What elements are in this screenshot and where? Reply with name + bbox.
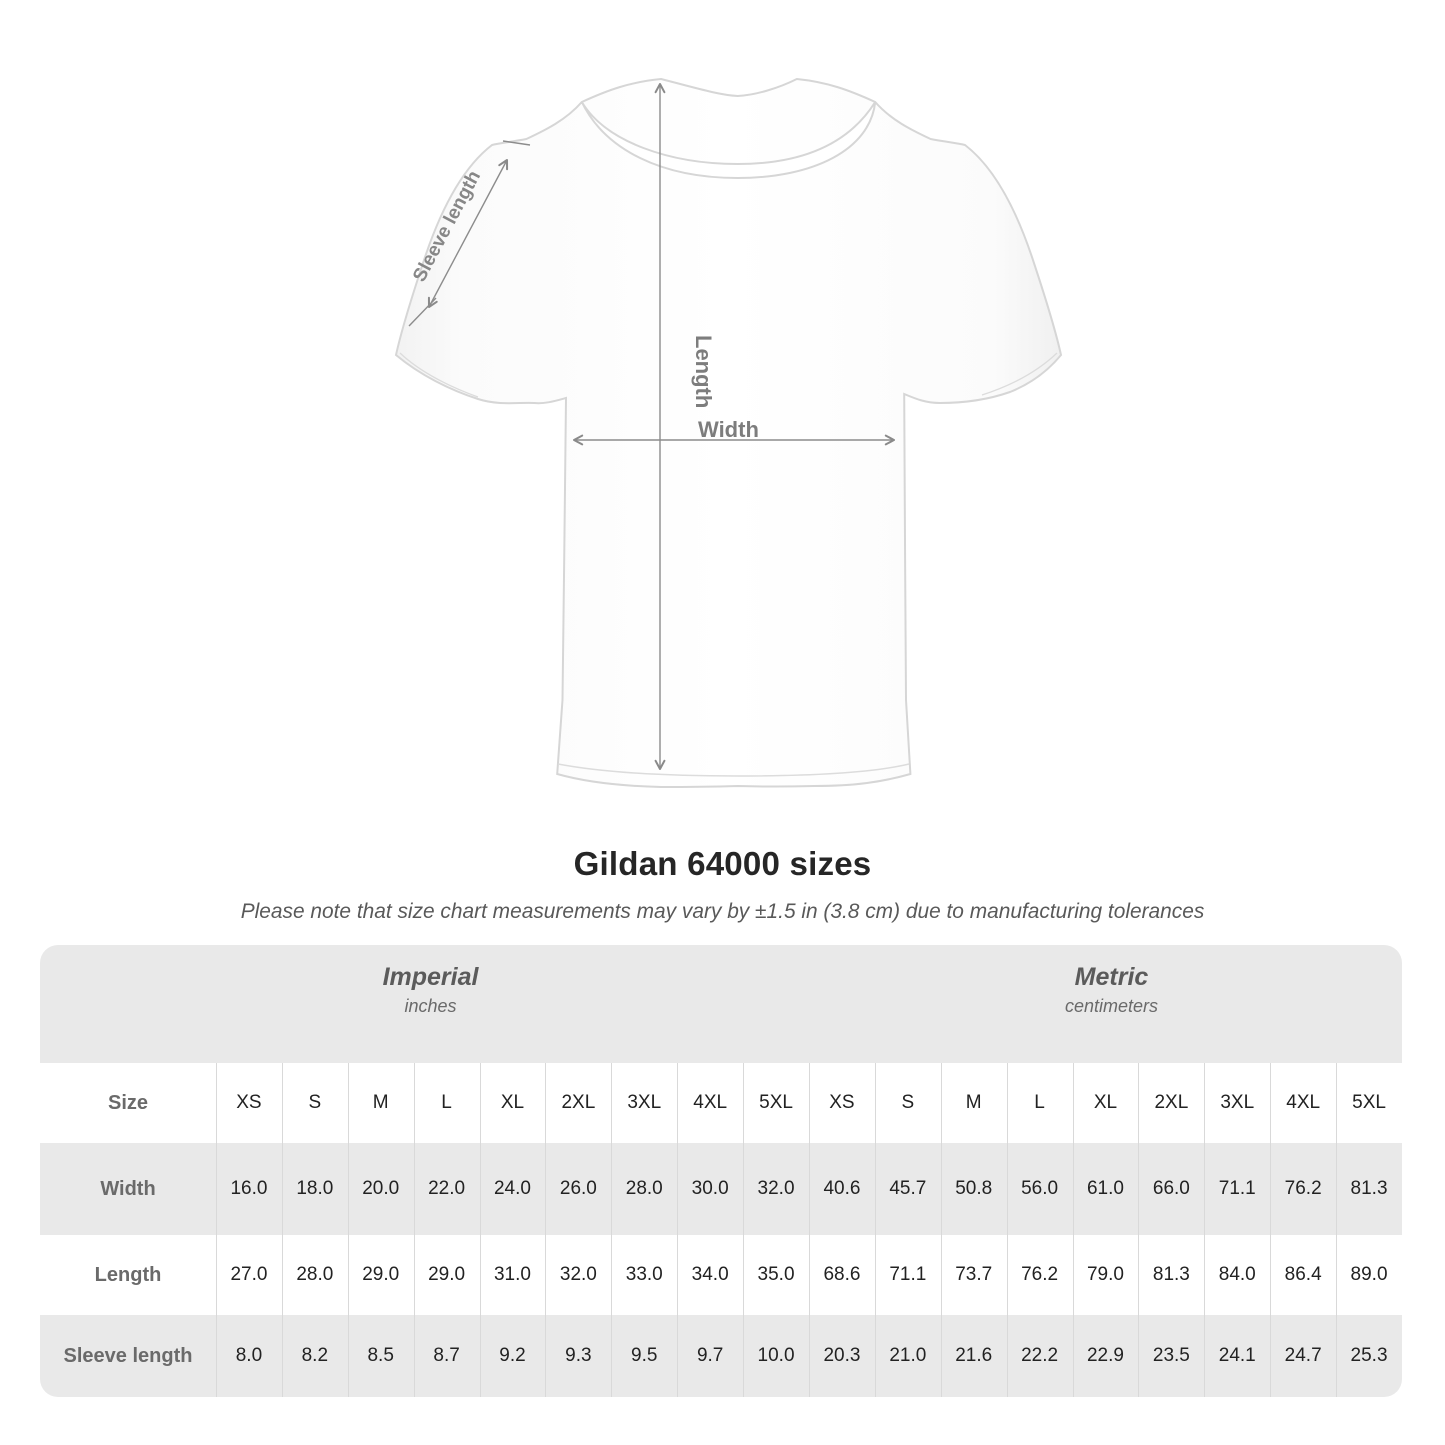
svg-text:Width: Width [698, 417, 759, 442]
svg-text:Length: Length [691, 335, 716, 408]
